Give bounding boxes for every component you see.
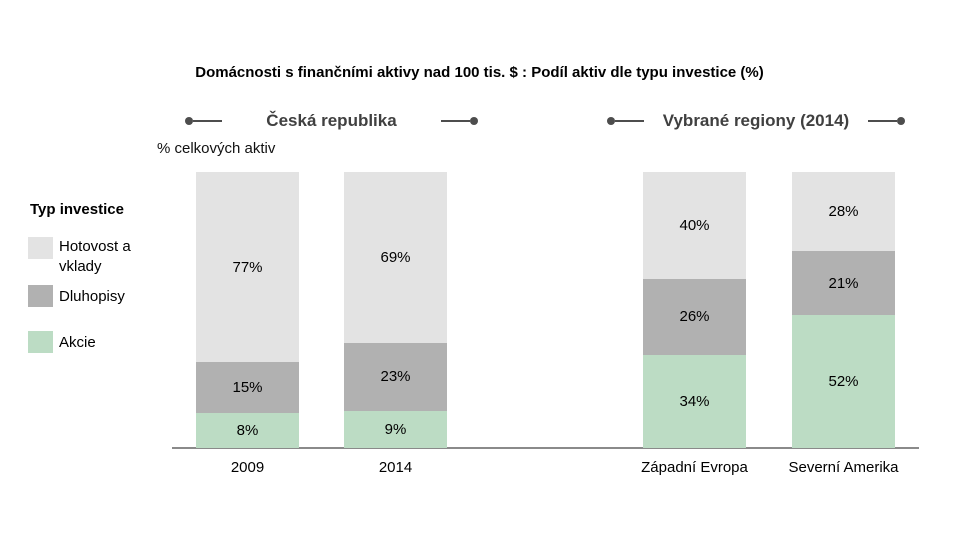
x-axis-label-Severní Amerika: Severní Amerika: [788, 459, 899, 476]
legend-item-hotovost-a-vklady: Hotovost a vklady: [28, 237, 151, 277]
legend-swatch-icon: [28, 285, 53, 307]
segment-Akcie-2014: 9%: [344, 410, 447, 448]
dot-icon: [470, 117, 478, 125]
legend-label: Akcie: [59, 334, 96, 351]
x-axis-label-2009: 2009: [230, 459, 265, 476]
legend-label: Hotovost a vklady: [59, 238, 131, 275]
segment-value-label: 40%: [679, 217, 710, 234]
section-header-vybrane-regiony: Vybrané regiony (2014): [607, 109, 905, 133]
segment-value-label: 8%: [236, 422, 259, 439]
segment-Akcie-Severní Amerika: 52%: [792, 315, 895, 448]
segment-value-label: 77%: [232, 258, 263, 276]
segment-value-label: 28%: [828, 203, 859, 221]
segment-Akcie-2009: 8%: [196, 413, 299, 448]
dot-icon: [896, 117, 905, 125]
header-left-decoration: [185, 117, 222, 125]
line-decoration: [193, 120, 222, 122]
section-title: Vybrané regiony (2014): [662, 111, 850, 130]
header-right-decoration: [441, 117, 478, 125]
legend-item-dluhopisy: Dluhopisy: [28, 285, 151, 307]
bar-2014: 69% 23% 9%: [344, 172, 447, 448]
x-axis-line: [172, 447, 919, 449]
legend-label: Dluhopisy: [59, 288, 125, 305]
x-axis-label-Západní Evropa: Západní Evropa: [641, 459, 748, 476]
segment-value-label: 23%: [380, 368, 411, 386]
legend-item-akcie: Akcie: [28, 331, 151, 353]
segment-Hotovost a vklady-2009: 77%: [196, 172, 299, 363]
header-left-decoration: [607, 117, 644, 125]
segment-value-label: 52%: [828, 373, 859, 391]
segment-value-label: 26%: [679, 308, 710, 326]
segment-Dluhopisy-Západní Evropa: 26%: [643, 279, 746, 355]
bar-Západní Evropa: 40% 26% 34%: [643, 172, 746, 448]
section-title: Česká republika: [266, 111, 397, 130]
segment-Dluhopisy-2014: 23%: [344, 342, 447, 411]
y-axis-label: % celkových aktiv: [157, 140, 276, 157]
legend-title: Typ investice: [30, 201, 124, 218]
x-axis-label-2014: 2014: [378, 459, 413, 476]
header-right-decoration: [867, 117, 905, 125]
segment-Dluhopisy-2009: 15%: [196, 362, 299, 413]
bar-Severní Amerika: 28% 21% 52%: [792, 172, 895, 448]
segment-Dluhopisy-Severní Amerika: 21%: [792, 251, 895, 316]
line-decoration: [867, 120, 897, 122]
legend-swatch-icon: [28, 237, 53, 259]
segment-value-label: 9%: [384, 420, 407, 438]
segment-value-label: 69%: [380, 248, 411, 266]
segment-Hotovost a vklady-Severní Amerika: 28%: [792, 172, 895, 252]
section-header-ceska-republika: Česká republika: [185, 109, 478, 133]
chart-title: Domácnosti s finančními aktivy nad 100 t…: [195, 64, 764, 81]
segment-value-label: 15%: [232, 379, 263, 397]
segment-value-label: 21%: [828, 274, 859, 292]
legend-swatch-icon: [28, 331, 53, 353]
line-decoration: [615, 120, 644, 122]
dot-icon: [607, 117, 615, 125]
segment-Hotovost a vklady-Západní Evropa: 40%: [643, 172, 746, 279]
segment-value-label: 34%: [679, 392, 710, 410]
line-decoration: [441, 120, 470, 122]
segment-Akcie-Západní Evropa: 34%: [643, 354, 746, 448]
dot-icon: [185, 117, 193, 125]
bar-2009: 77% 15% 8%: [196, 172, 299, 448]
segment-Hotovost a vklady-2014: 69%: [344, 172, 447, 343]
